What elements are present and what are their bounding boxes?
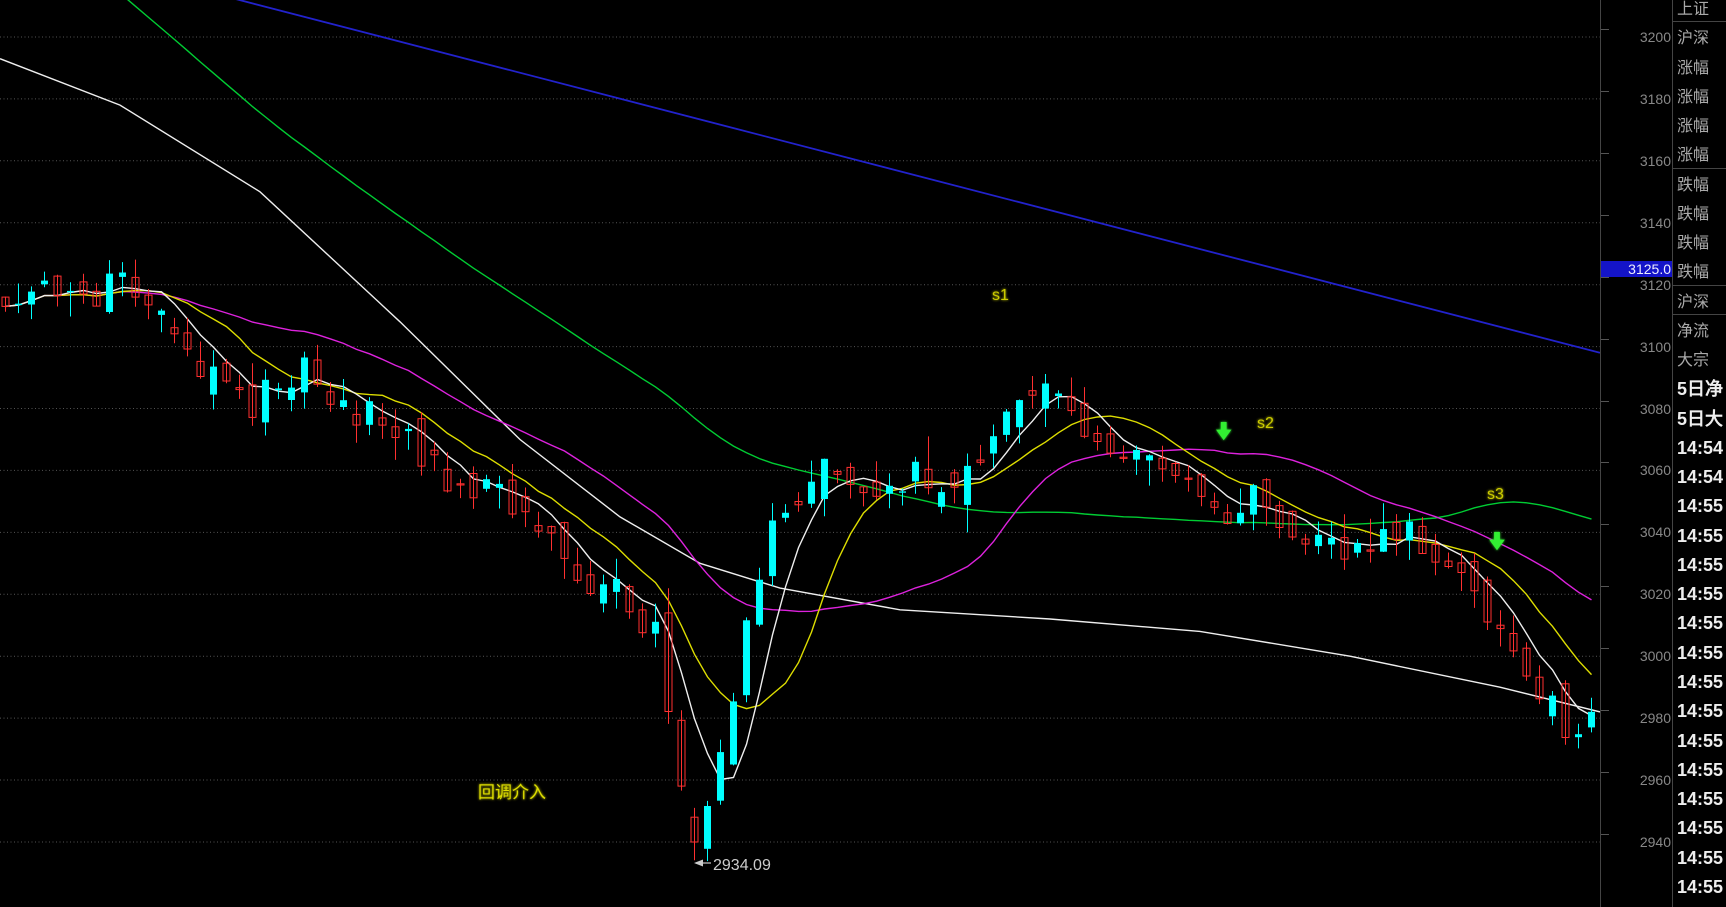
- svg-text:s3: s3: [1487, 486, 1504, 503]
- svg-text:s2: s2: [1257, 415, 1274, 432]
- svg-text:2934.09: 2934.09: [713, 857, 771, 874]
- svg-text:s1: s1: [992, 287, 1009, 304]
- svg-text:回调介入: 回调介入: [478, 783, 546, 802]
